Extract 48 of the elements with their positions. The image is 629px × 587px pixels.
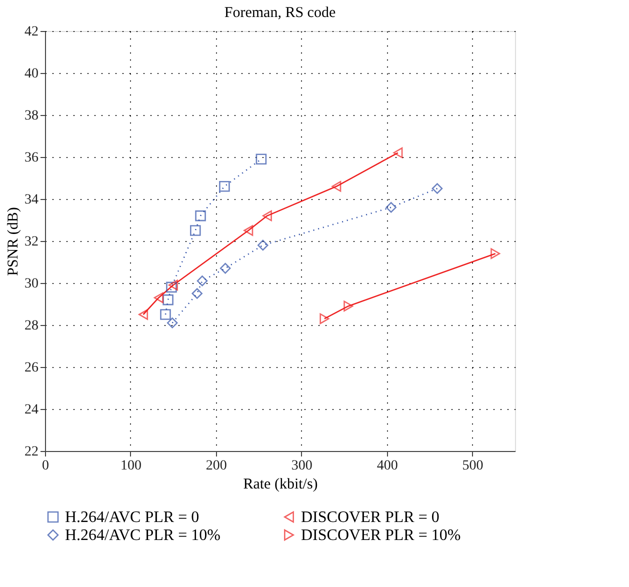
y-tick-label: 32 (24, 234, 38, 250)
x-tick-label: 300 (291, 458, 312, 474)
point (195, 210, 206, 222)
x-tick-label: 400 (376, 458, 398, 474)
point (344, 300, 354, 312)
y-tick-label: 28 (24, 318, 38, 334)
point (220, 262, 231, 274)
point (190, 225, 201, 236)
point (258, 240, 268, 251)
point (219, 181, 230, 192)
point (262, 210, 272, 222)
legend-label: DISCOVER PLR = 0 (301, 509, 440, 526)
y-tick-label: 36 (24, 150, 38, 166)
point (162, 294, 174, 306)
y-tick-label: 40 (24, 66, 38, 82)
y-axis-title: PSNR (dB) (6, 207, 22, 276)
y-tick-label: 38 (24, 108, 38, 124)
x-tick-label: 0 (42, 458, 49, 474)
point (320, 313, 330, 324)
point (166, 282, 177, 293)
point (166, 318, 178, 328)
point (386, 202, 396, 213)
y-tick-label: 30 (24, 276, 38, 292)
y-tick-label: 22 (24, 444, 38, 460)
legend-label: H.264/AVC PLR = 10% (65, 527, 220, 544)
x-tick-label: 200 (206, 458, 227, 474)
legend-label: H.264/AVC PLR = 0 (65, 509, 200, 526)
chart-title: Foreman, RS code (224, 5, 336, 21)
point (138, 309, 148, 320)
y-tick-label: 34 (24, 192, 38, 208)
point (160, 309, 171, 320)
point (244, 225, 254, 236)
x-tick-label: 100 (120, 458, 142, 474)
point (432, 183, 443, 194)
point (393, 147, 403, 158)
y-tick-label: 42 (24, 24, 38, 40)
point (332, 181, 342, 192)
legend-label: DISCOVER PLR = 10% (301, 527, 461, 544)
y-tick-label: 26 (24, 360, 38, 376)
point (192, 288, 202, 299)
point (196, 276, 208, 286)
point (154, 292, 164, 304)
point (168, 280, 178, 290)
x-tick-label: 500 (462, 458, 484, 474)
point (490, 248, 500, 259)
y-tick-label: 24 (24, 402, 38, 418)
point (256, 154, 267, 164)
x-axis-title: Rate (kbit/s) (243, 476, 318, 492)
